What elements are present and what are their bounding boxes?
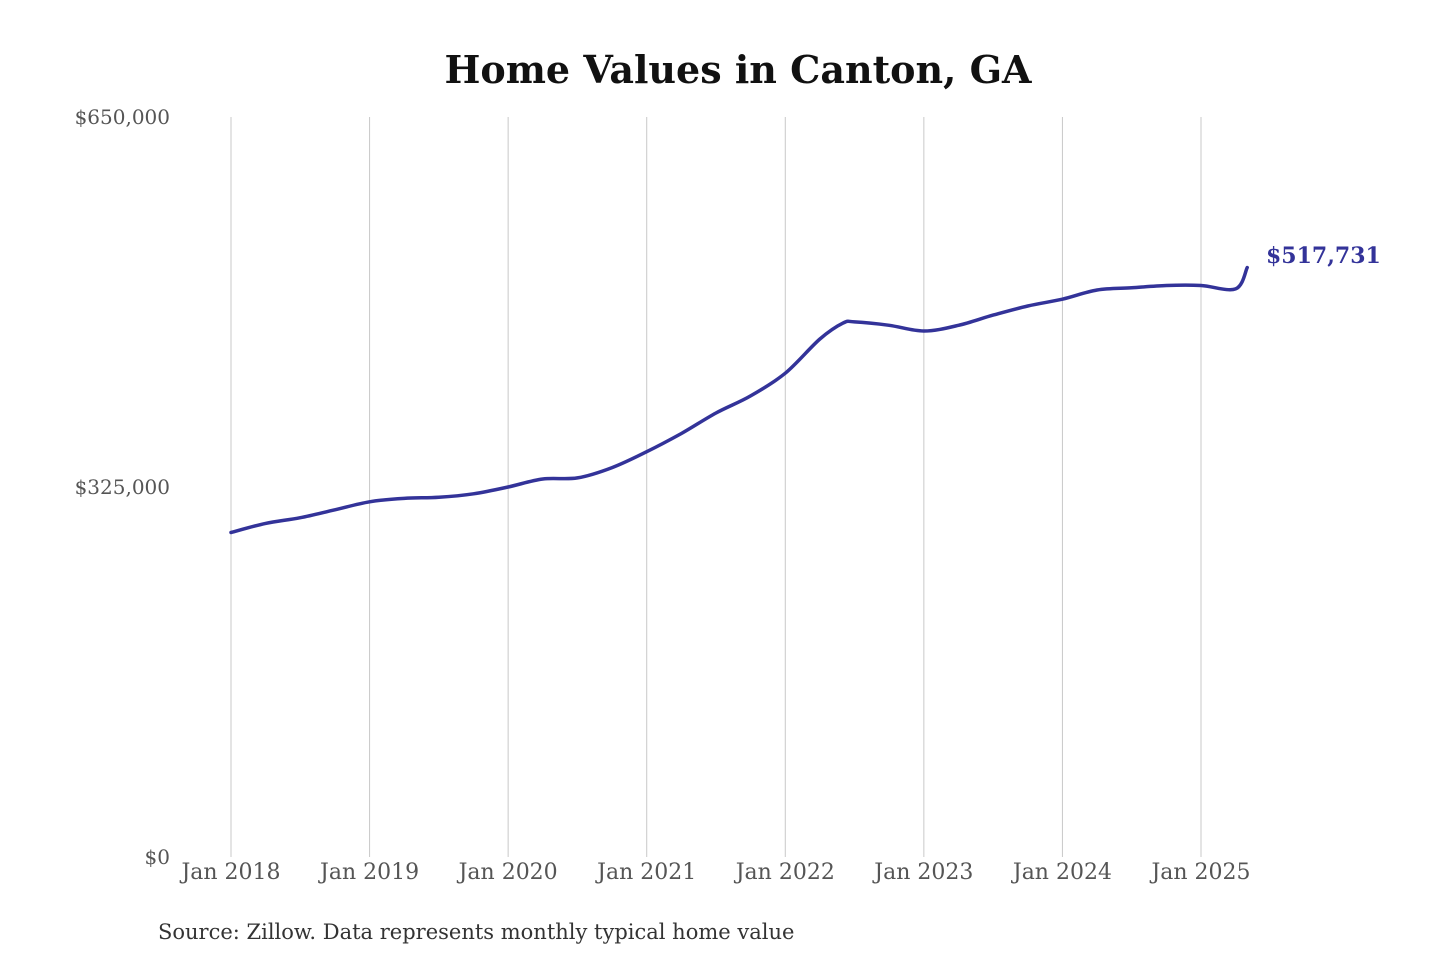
- x-tick-label: Jan 2018: [179, 860, 280, 885]
- source-note: Source: Zillow. Data represents monthly …: [158, 920, 794, 944]
- y-tick-label: $325,000: [75, 475, 170, 499]
- series-line-home-value: [229, 265, 1249, 535]
- y-tick-label: $0: [145, 845, 170, 869]
- x-tick-label: Jan 2020: [457, 860, 558, 885]
- x-axis-ticks: Jan 2018 Jan 2019 Jan 2020 Jan 2021 Jan 2022…: [179, 860, 1250, 885]
- x-tick-label: Jan 2021: [595, 860, 696, 885]
- y-axis-ticks: $0 $325,000 $650,000: [75, 105, 170, 869]
- x-tick-label: Jan 2019: [318, 860, 419, 885]
- x-tick-label: Jan 2024: [1011, 860, 1112, 885]
- chart-title: Home Values in Canton, GA: [444, 47, 1032, 92]
- y-tick-label: $650,000: [75, 105, 170, 129]
- end-value-label: $517,731: [1266, 243, 1381, 269]
- x-tick-label: Jan 2025: [1149, 860, 1250, 885]
- series-layer: [229, 265, 1249, 535]
- gridlines: [230, 117, 1202, 857]
- x-tick-label: Jan 2023: [872, 860, 973, 885]
- x-tick-label: Jan 2022: [734, 860, 835, 885]
